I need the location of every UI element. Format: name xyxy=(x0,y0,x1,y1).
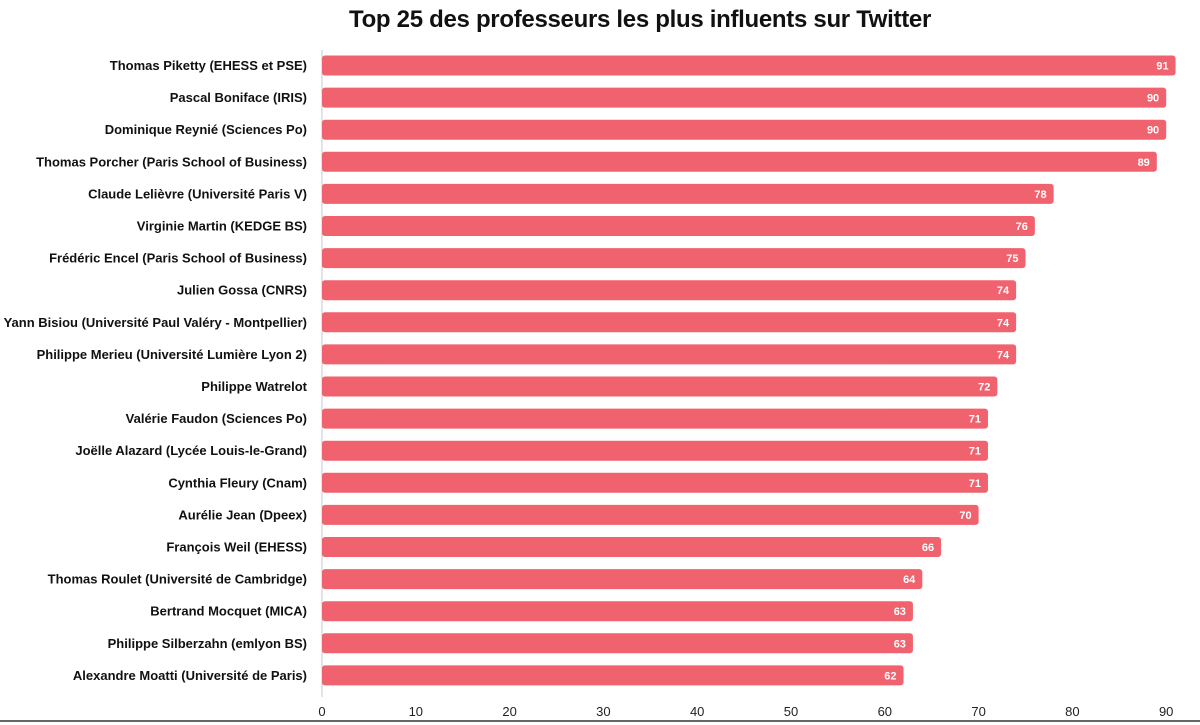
data-label: 89 xyxy=(1138,157,1150,169)
bar xyxy=(322,665,904,686)
bar xyxy=(322,55,1176,76)
bar xyxy=(322,151,1157,172)
data-label: 91 xyxy=(1156,61,1168,73)
x-tick-label: 10 xyxy=(409,704,423,719)
category-label: Thomas Piketty (EHESS et PSE) xyxy=(110,58,307,73)
category-label: Dominique Reynié (Sciences Po) xyxy=(105,122,307,137)
category-label: Aurélie Jean (Dpeex) xyxy=(178,507,307,522)
data-label: 63 xyxy=(894,606,906,618)
data-label: 75 xyxy=(1006,253,1018,265)
data-label: 74 xyxy=(997,285,1010,297)
data-label: 90 xyxy=(1147,125,1159,137)
x-tick-label: 0 xyxy=(318,704,325,719)
category-label: Joëlle Alazard (Lycée Louis-le-Grand) xyxy=(75,443,307,458)
bar xyxy=(322,248,1026,269)
bar xyxy=(322,183,1054,204)
x-tick-label: 60 xyxy=(878,704,892,719)
bar xyxy=(322,87,1167,108)
x-tick-label: 80 xyxy=(1065,704,1079,719)
data-label: 71 xyxy=(969,414,981,426)
chart-title: Top 25 des professeurs les plus influent… xyxy=(348,6,931,33)
data-label: 63 xyxy=(894,638,906,650)
data-label: 71 xyxy=(969,478,981,490)
category-label: Thomas Roulet (Université de Cambridge) xyxy=(48,572,307,587)
bar xyxy=(322,376,998,397)
bar xyxy=(322,569,923,590)
data-label: 76 xyxy=(1016,221,1028,233)
x-tick-label: 30 xyxy=(596,704,610,719)
category-label: François Weil (EHESS) xyxy=(166,540,307,555)
data-label: 90 xyxy=(1147,93,1159,105)
data-label: 71 xyxy=(969,446,981,458)
data-label: 70 xyxy=(959,510,971,522)
data-label: 62 xyxy=(884,670,896,682)
bar xyxy=(322,601,913,622)
bar xyxy=(322,312,1017,333)
bar xyxy=(322,119,1167,140)
data-label: 64 xyxy=(903,574,916,586)
bar xyxy=(322,408,988,429)
bar xyxy=(322,633,913,654)
category-label: Claude Lelièvre (Université Paris V) xyxy=(88,186,307,201)
data-label: 74 xyxy=(997,317,1010,329)
category-label: Pascal Boniface (IRIS) xyxy=(170,90,307,105)
bar xyxy=(322,280,1017,301)
category-label: Thomas Porcher (Paris School of Business… xyxy=(36,154,307,169)
category-label: Julien Gossa (CNRS) xyxy=(177,283,307,298)
category-label: Philippe Silberzahn (emlyon BS) xyxy=(108,636,307,651)
category-label: Yann Bisiou (Université Paul Valéry - Mo… xyxy=(4,315,307,330)
data-label: 74 xyxy=(997,349,1010,361)
category-label: Bertrand Mocquet (MICA) xyxy=(150,604,307,619)
data-label: 66 xyxy=(922,542,934,554)
x-tick-label: 70 xyxy=(971,704,985,719)
category-label: Frédéric Encel (Paris School of Business… xyxy=(49,251,307,266)
category-label: Virginie Martin (KEDGE BS) xyxy=(137,219,307,234)
x-tick-label: 90 xyxy=(1159,704,1173,719)
bar xyxy=(322,472,988,493)
category-label: Philippe Watrelot xyxy=(201,379,307,394)
bar xyxy=(322,344,1017,365)
x-tick-label: 20 xyxy=(502,704,516,719)
data-label: 72 xyxy=(978,382,990,394)
data-label: 78 xyxy=(1034,189,1046,201)
bar xyxy=(322,537,942,557)
category-label: Philippe Merieu (Université Lumière Lyon… xyxy=(37,347,307,362)
category-label: Valérie Faudon (Sciences Po) xyxy=(126,411,307,426)
category-label: Alexandre Moatti (Université de Paris) xyxy=(73,668,307,683)
category-label: Cynthia Fleury (Cnam) xyxy=(168,475,307,490)
x-tick-label: 50 xyxy=(784,704,798,719)
x-tick-label: 40 xyxy=(690,704,704,719)
bar xyxy=(322,216,1035,236)
bar xyxy=(322,440,988,461)
bar xyxy=(322,504,979,525)
